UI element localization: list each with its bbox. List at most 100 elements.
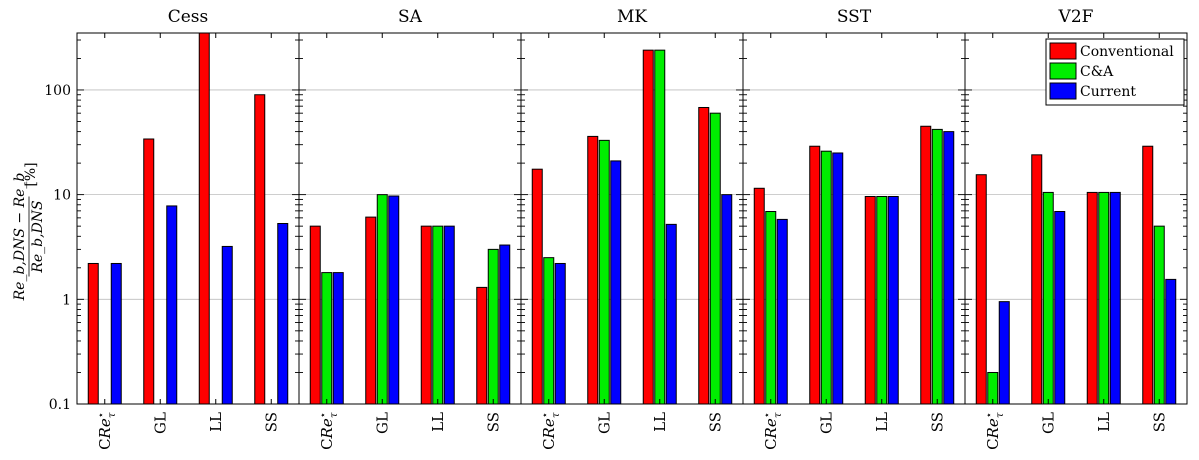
x-tick-label: SS <box>1150 412 1168 432</box>
bar-cess-0-2 <box>110 262 122 405</box>
panel-mk: MK CRe⋆τ GL LL SS <box>520 7 744 450</box>
bar-sst-3-2 <box>943 131 955 405</box>
x-tick-label: LL <box>207 412 225 432</box>
bar-sst-2-1 <box>876 195 888 405</box>
x-tick-label: LL <box>429 412 447 432</box>
bar-sa-0-1 <box>321 272 333 405</box>
bar-cess-0-0 <box>87 262 99 405</box>
panel-sa: SA CRe⋆τ GL LL SS <box>298 7 522 450</box>
bar-sst-1-2 <box>832 152 844 405</box>
panel-title: SST <box>837 7 872 27</box>
bar-cess-1-0 <box>143 138 155 405</box>
legend-swatch <box>1049 62 1077 80</box>
bar-v2f-2-2 <box>1109 191 1121 405</box>
panel-title: SA <box>398 7 423 27</box>
y-axis-label: Re_b,DNS − Re_b Re_b,DNS [%] <box>12 162 46 301</box>
legend-swatch <box>1049 82 1077 100</box>
bar-v2f-2-1 <box>1098 191 1110 405</box>
bar-mk-2-2 <box>665 223 677 405</box>
bar-v2f-3-1 <box>1153 225 1165 405</box>
y-tick-label: 10 <box>53 188 71 204</box>
x-tick-label: LL <box>873 412 891 432</box>
bar-sa-1-1 <box>376 194 388 405</box>
legend: Conventional C&A Current <box>1045 38 1185 106</box>
x-tick-label: SS <box>928 412 946 432</box>
x-tick-label: CRe⋆τ <box>318 412 340 450</box>
bar-v2f-0-2 <box>998 301 1010 405</box>
x-tick-label: SS <box>706 412 724 432</box>
bar-v2f-2-0 <box>1086 191 1098 405</box>
bar-cess-2-2 <box>221 245 233 405</box>
panel-v2f: V2F CRe⋆τ GL LL SS <box>964 7 1188 450</box>
panel-sst: SST CRe⋆τ GL LL SS <box>742 7 966 450</box>
panel-title: MK <box>617 7 647 27</box>
bar-mk-0-1 <box>543 257 555 405</box>
panel-frame <box>76 32 300 405</box>
panel-title: Cess <box>168 7 209 27</box>
bar-cess-3-0 <box>254 94 266 405</box>
svg-text:Re_b,DNS: Re_b,DNS <box>30 200 46 273</box>
bar-cess-2-0 <box>198 32 210 405</box>
bar-sst-1-0 <box>809 145 821 405</box>
y-tick-label: 100 <box>44 83 71 99</box>
bar-sst-3-0 <box>920 125 932 405</box>
bar-mk-3-1 <box>709 112 721 405</box>
legend-label: Current <box>1080 84 1136 100</box>
bar-sa-1-2 <box>388 195 400 405</box>
x-tick-label: GL <box>373 412 391 434</box>
x-tick-label: LL <box>1095 412 1113 432</box>
bar-v2f-1-0 <box>1031 154 1043 405</box>
bar-sa-2-1 <box>432 225 444 405</box>
panel-frame <box>742 32 966 405</box>
bar-sst-0-1 <box>765 211 777 405</box>
bar-v2f-1-1 <box>1042 191 1054 405</box>
bar-sa-3-0 <box>476 286 488 405</box>
panel-frame <box>298 32 522 405</box>
bar-v2f-1-2 <box>1054 211 1066 405</box>
x-tick-label: GL <box>1039 412 1057 434</box>
x-tick-label: LL <box>651 412 669 432</box>
y-tick-label: 0.1 <box>49 397 71 413</box>
bar-mk-0-0 <box>531 168 543 405</box>
bar-mk-3-2 <box>721 194 733 405</box>
bar-mk-2-1 <box>654 49 666 405</box>
bar-cess-1-2 <box>166 205 178 405</box>
bar-sa-1-0 <box>365 216 377 405</box>
x-tick-label: SS <box>484 412 502 432</box>
bar-sst-1-1 <box>820 150 832 405</box>
svg-text:Re_b,DNS − Re_b: Re_b,DNS − Re_b <box>12 173 28 302</box>
x-tick-label: SS <box>262 412 280 432</box>
legend-label: C&A <box>1080 64 1114 80</box>
bar-mk-2-0 <box>642 49 654 405</box>
bar-sst-2-2 <box>887 195 899 405</box>
bar-v2f-0-0 <box>975 174 987 405</box>
x-tick-label: CRe⋆τ <box>540 412 562 450</box>
bar-sa-3-2 <box>499 244 511 405</box>
x-tick-label: GL <box>151 412 169 434</box>
x-tick-label: CRe⋆τ <box>984 412 1006 450</box>
bar-sa-2-0 <box>420 225 432 405</box>
bar-sst-3-1 <box>931 128 943 405</box>
bar-mk-1-1 <box>598 139 610 405</box>
panel-cess: Cess CRe⋆τ GL LL SS <box>76 7 300 450</box>
bar-sst-2-0 <box>864 195 876 405</box>
panel-frame <box>964 32 1188 405</box>
bar-mk-3-0 <box>698 106 710 405</box>
bar-sa-2-2 <box>443 225 455 405</box>
bar-v2f-3-2 <box>1165 278 1177 405</box>
panel-frame <box>520 32 744 405</box>
bar-v2f-3-0 <box>1142 145 1154 405</box>
legend-label: Conventional <box>1080 44 1174 60</box>
bar-sa-3-1 <box>487 248 499 405</box>
bar-sa-0-0 <box>309 225 321 405</box>
bar-mk-1-0 <box>587 135 599 405</box>
legend-swatch <box>1049 42 1077 60</box>
bar-cess-3-2 <box>277 222 289 405</box>
x-tick-label: CRe⋆τ <box>762 412 784 450</box>
bar-mk-1-2 <box>610 160 622 405</box>
bar-sa-0-2 <box>332 272 344 405</box>
x-tick-label: GL <box>595 412 613 434</box>
bar-sst-0-2 <box>776 218 788 405</box>
x-tick-label: CRe⋆τ <box>96 412 118 450</box>
